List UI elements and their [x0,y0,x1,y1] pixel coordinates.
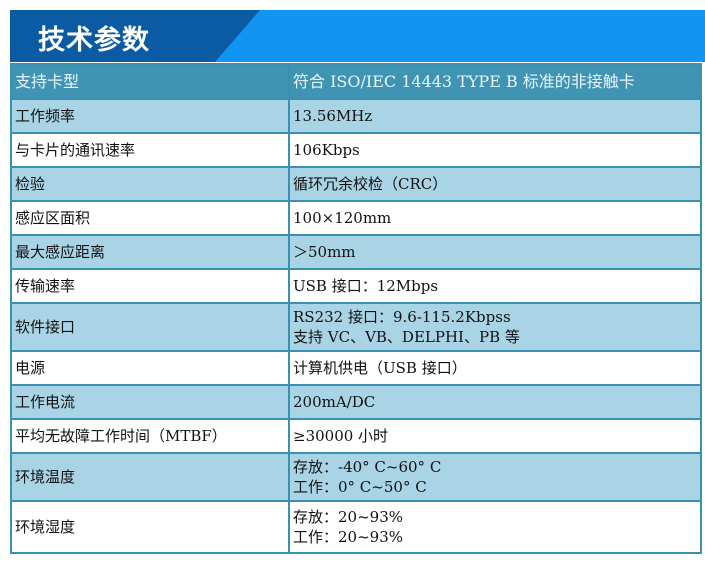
table-header-row: 支持卡型 符合 ISO/IEC 14443 TYPE B 标准的非接触卡 [10,63,702,100]
spec-value: 200mA/DC [288,384,702,420]
spec-key: 感应区面积 [10,200,290,236]
spec-value-line: 106Kbps [293,141,360,159]
spec-value: 存放：-40° C~60° C 工作：0° C~50° C [288,452,702,502]
spec-value-line: USB 接口：12Mbps [293,277,439,295]
spec-value-line: RS232 接口：9.6-115.2Kbpss [293,308,511,326]
spec-value-line: 100×120mm [293,209,392,227]
table-row: 软件接口 RS232 接口：9.6-115.2Kbpss 支持 VC、VB、DELP… [10,302,702,352]
spec-value-line: ＞50mm [293,243,356,261]
table-row: 检验 循环冗余校检（CRC） [10,166,702,202]
table-row: 感应区面积 100×120mm [10,200,702,236]
spec-value-line: 工作：0° C~50° C [293,478,427,496]
spec-value: RS232 接口：9.6-115.2Kbpss 支持 VC、VB、DELPHI、P… [288,302,702,352]
spec-key: 电源 [10,350,290,386]
spec-key: 传输速率 [10,268,290,304]
spec-value-line: 计算机供电（USB 接口） [293,359,467,377]
spec-value: 100×120mm [288,200,702,236]
table-row: 环境湿度 存放：20~93% 工作：20~93% [10,500,702,554]
spec-value: ＞50mm [288,234,702,270]
banner-dark-panel [10,10,260,62]
header-value: 符合 ISO/IEC 14443 TYPE B 标准的非接触卡 [288,63,702,100]
spec-value: ≥30000 小时 [288,418,702,454]
table-row: 传输速率 USB 接口：12Mbps [10,268,702,304]
spec-value-line: 200mA/DC [293,393,376,411]
section-banner: 技术参数 [10,10,705,62]
spec-key: 环境湿度 [10,500,290,554]
spec-value: 106Kbps [288,132,702,168]
spec-value-line: 存放：-40° C~60° C [293,458,442,476]
spec-value-line: 工作：20~93% [293,528,403,546]
spec-key: 软件接口 [10,302,290,352]
spec-value: 计算机供电（USB 接口） [288,350,702,386]
table-row: 平均无故障工作时间（MTBF） ≥30000 小时 [10,418,702,454]
table-row: 环境温度 存放：-40° C~60° C 工作：0° C~50° C [10,452,702,502]
spec-key: 环境温度 [10,452,290,502]
spec-value-line: ≥30000 小时 [293,427,389,445]
spec-value-line: 13.56MHz [293,107,373,125]
spec-key: 平均无故障工作时间（MTBF） [10,418,290,454]
table-row: 与卡片的通讯速率 106Kbps [10,132,702,168]
spec-value-line: 存放：20~93% [293,508,403,526]
header-key: 支持卡型 [10,63,290,100]
spec-value: 循环冗余校检（CRC） [288,166,702,202]
spec-table: 支持卡型 符合 ISO/IEC 14443 TYPE B 标准的非接触卡 工作频… [10,63,702,554]
spec-value-line: 循环冗余校检（CRC） [293,175,448,193]
section-title: 技术参数 [38,25,150,56]
spec-key: 最大感应距离 [10,234,290,270]
spec-value-line: 支持 VC、VB、DELPHI、PB 等 [293,328,520,346]
spec-key: 工作频率 [10,98,290,134]
spec-key: 工作电流 [10,384,290,420]
table-row: 电源 计算机供电（USB 接口） [10,350,702,386]
spec-value: USB 接口：12Mbps [288,268,702,304]
table-row: 最大感应距离 ＞50mm [10,234,702,270]
spec-key: 与卡片的通讯速率 [10,132,290,168]
spec-value: 13.56MHz [288,98,702,134]
spec-value: 存放：20~93% 工作：20~93% [288,500,702,554]
spec-key: 检验 [10,166,290,202]
table-row: 工作电流 200mA/DC [10,384,702,420]
table-row: 工作频率 13.56MHz [10,98,702,134]
